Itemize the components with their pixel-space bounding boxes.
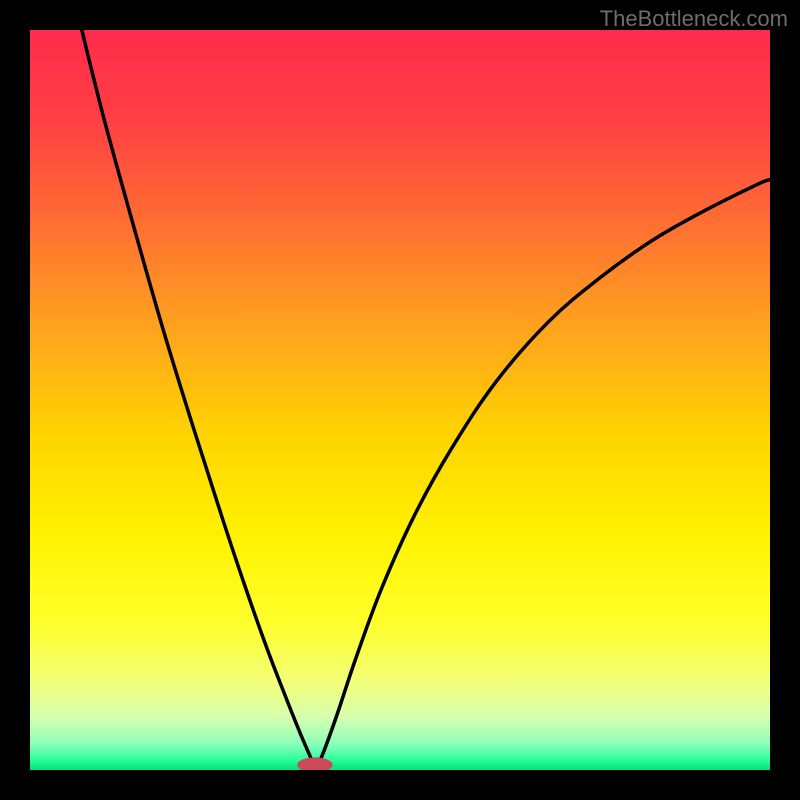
curve-right-branch: [315, 179, 770, 770]
plot-area: [30, 30, 770, 770]
curve-left-branch: [82, 30, 315, 770]
curve-layer: [30, 30, 770, 770]
minimum-marker: [297, 757, 333, 770]
chart-container: TheBottleneck.com: [0, 0, 800, 800]
watermark-text: TheBottleneck.com: [600, 6, 788, 32]
